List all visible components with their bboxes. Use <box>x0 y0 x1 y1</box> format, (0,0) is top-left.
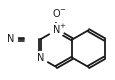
Text: +: + <box>59 23 65 29</box>
Text: O: O <box>52 9 60 19</box>
Text: −: − <box>59 7 65 13</box>
Text: N: N <box>36 53 43 63</box>
Text: N: N <box>7 34 14 44</box>
Text: N: N <box>52 25 59 35</box>
